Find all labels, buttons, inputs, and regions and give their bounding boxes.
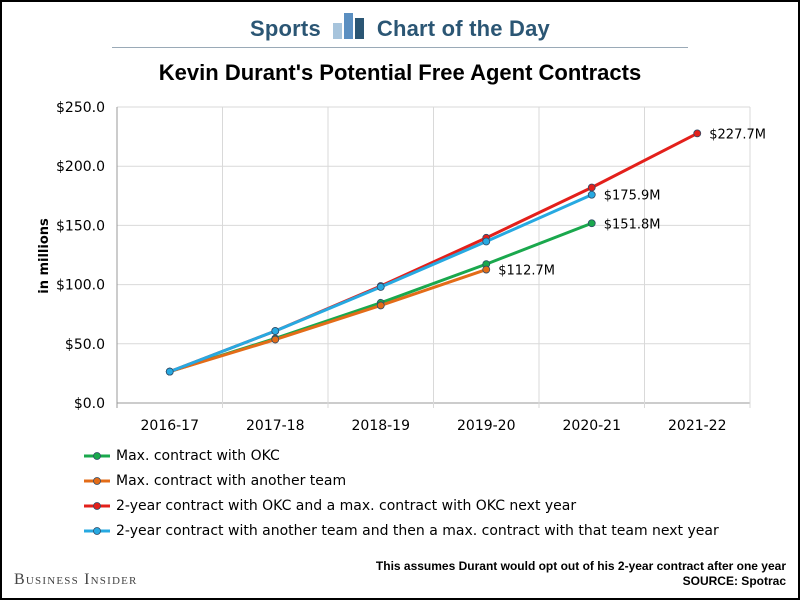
data-labels: $151.8M $112.7M $227.7M $175.9M — [498, 127, 766, 278]
y-tick-label: $50.0 — [65, 337, 105, 353]
data-point — [482, 237, 491, 246]
y-tick-labels: $0.0 $50.0 $100.0 $150.0 $200.0 $250.0 — [56, 100, 105, 412]
business-insider-logo-text: Business Insider — [14, 571, 138, 588]
legend-item: 2-year contract with another team and th… — [82, 518, 782, 543]
legend-swatch-icon — [84, 451, 110, 460]
y-tick-label: $250.0 — [56, 100, 105, 116]
line-chart: $0.0 $50.0 $100.0 $150.0 $200.0 $250.0 2016-1… — [37, 100, 766, 434]
series-line-2 — [169, 268, 487, 374]
y-tick-label: $0.0 — [74, 396, 105, 412]
data-point — [587, 183, 596, 192]
legend: Max. contract with OKC Max. contract with… — [82, 443, 782, 543]
y-tick-label: $200.0 — [56, 159, 105, 175]
data-point — [376, 301, 385, 310]
chart-of-the-day-header: Sports Chart of the Day — [0, 12, 800, 46]
legend-label: Max. contract with OKC — [116, 447, 280, 464]
data-point — [271, 327, 280, 335]
y-tick-label: $100.0 — [56, 278, 105, 294]
footnote: This assumes Durant would opt out of his… — [376, 559, 786, 589]
end-value-label: $175.9M — [604, 189, 661, 204]
legend-item: Max. contract with OKC — [82, 443, 782, 468]
x-tick-labels: 2016-17 2017-18 2018-19 2019-20 2020-21 2021-… — [141, 418, 727, 434]
y-tick-label: $150.0 — [56, 218, 105, 234]
grid-lines — [116, 106, 751, 408]
legend-swatch-icon — [84, 476, 110, 485]
footnote-source: SOURCE: Spotrac — [682, 574, 786, 588]
header-rule — [112, 47, 688, 48]
data-point — [271, 335, 280, 344]
x-tick-label: 2019-20 — [457, 418, 516, 434]
legend-item: Max. contract with another team — [82, 468, 782, 493]
x-tick-label: 2021-22 — [668, 418, 727, 434]
header-sports-label: Sports — [250, 16, 321, 41]
legend-swatch-icon — [84, 526, 110, 535]
series-lines — [165, 129, 702, 376]
x-tick-label: 2020-21 — [563, 418, 622, 434]
legend-item: 2-year contract with OKC and a max. cont… — [82, 493, 782, 518]
legend-label: 2-year contract with another team and th… — [116, 522, 719, 539]
data-point — [376, 283, 385, 291]
legend-label: 2-year contract with OKC and a max. cont… — [116, 497, 577, 514]
y-axis-label: in millions — [37, 218, 52, 294]
data-point — [482, 265, 491, 274]
end-value-label: $112.7M — [498, 264, 555, 279]
x-tick-label: 2017-18 — [246, 418, 305, 434]
data-point — [587, 190, 596, 199]
x-tick-label: 2018-19 — [352, 418, 411, 434]
x-tick-label: 2016-17 — [141, 418, 200, 434]
data-point — [693, 129, 702, 138]
footnote-assumption: This assumes Durant would opt out of his… — [375, 559, 786, 573]
legend-label: Max. contract with another team — [116, 472, 347, 489]
data-point — [165, 367, 174, 376]
bar-chart-logo-icon — [332, 13, 365, 45]
series-line-1 — [169, 221, 593, 374]
business-insider-logo: Business Insider — [14, 571, 138, 589]
legend-swatch-icon — [84, 501, 110, 510]
end-value-label: $151.8M — [604, 217, 661, 232]
end-value-label: $227.7M — [709, 127, 766, 142]
header-chart-of-the-day-label: Chart of the Day — [376, 16, 550, 41]
data-point — [587, 219, 596, 228]
chart-title: Kevin Durant's Potential Free Agent Cont… — [158, 60, 642, 85]
